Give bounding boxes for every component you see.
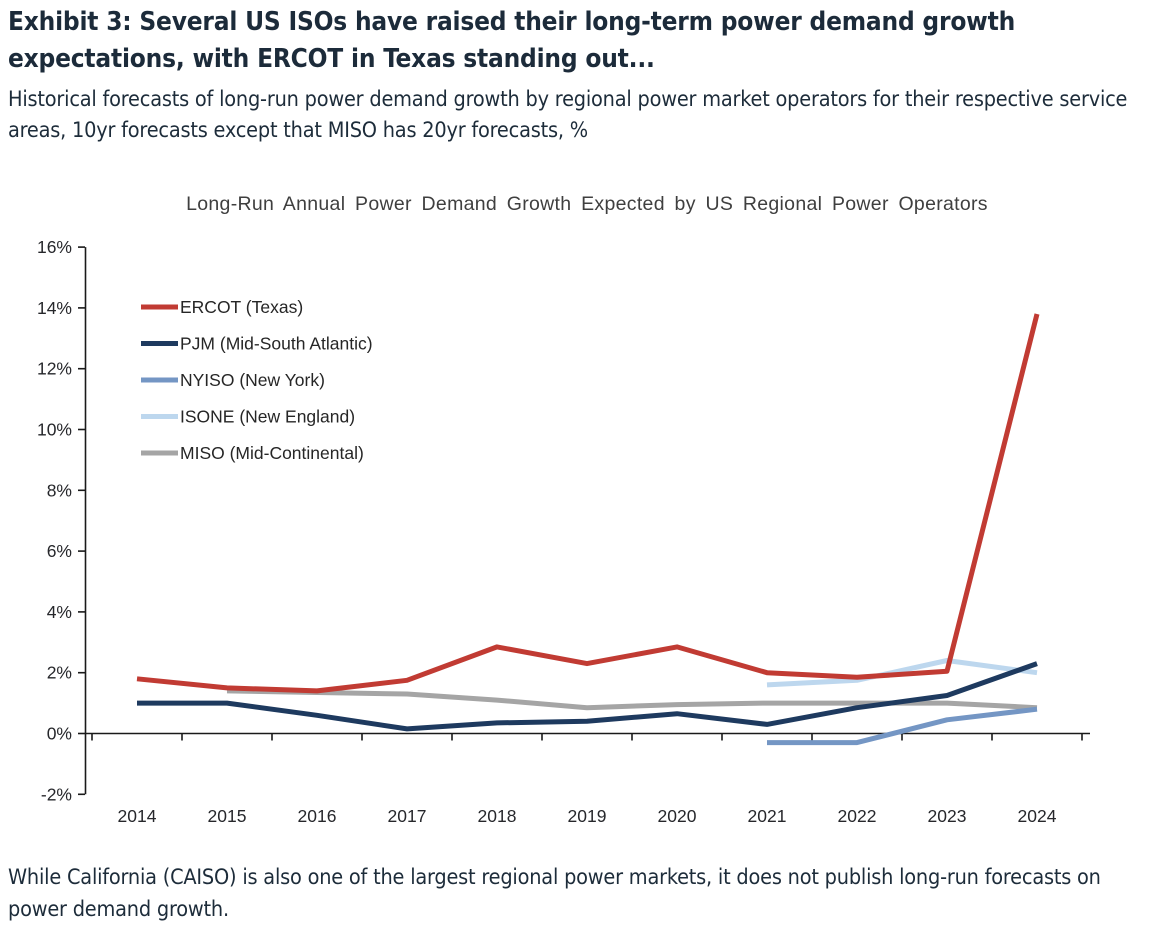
exhibit-description: Historical forecasts of long-run power d… <box>8 86 1128 143</box>
y-tick-label: 2% <box>47 663 72 683</box>
power-demand-growth-line-chart: Long-Run Annual Power Demand Growth Expe… <box>37 193 1090 826</box>
legend-label-miso: MISO (Mid-Continental) <box>180 443 364 463</box>
chart-footnote: While California (CAISO) is also one of … <box>8 865 1101 923</box>
y-tick-label: -2% <box>41 784 72 804</box>
legend-label-isone: ISONE (New England) <box>180 407 355 427</box>
y-tick-label: 14% <box>37 298 72 318</box>
legend-label-pjm: PJM (Mid-South Atlantic) <box>180 334 373 354</box>
series-line-ercot <box>136 313 1040 694</box>
x-tick-label: 2024 <box>1018 806 1057 826</box>
x-tick-label: 2016 <box>298 806 337 826</box>
x-tick-label: 2022 <box>838 806 877 826</box>
x-tick-label: 2018 <box>478 806 517 826</box>
y-tick-label: 10% <box>37 420 72 440</box>
x-tick-label: 2020 <box>658 806 697 826</box>
y-tick-label: 16% <box>37 237 72 257</box>
y-tick-label: 4% <box>47 602 72 622</box>
series-line-nyiso <box>767 706 1038 746</box>
y-tick-label: 8% <box>47 480 72 500</box>
legend-label-ercot: ERCOT (Texas) <box>180 297 303 317</box>
y-tick-label: 12% <box>37 359 72 379</box>
y-tick-label: 6% <box>47 541 72 561</box>
x-tick-label: 2021 <box>748 806 787 826</box>
series-line-pjm <box>137 661 1038 732</box>
x-tick-label: 2017 <box>388 806 427 826</box>
legend-label-nyiso: NYISO (New York) <box>180 370 325 390</box>
line-chart-container: Long-Run Annual Power Demand Growth Expe… <box>0 180 1152 852</box>
x-tick-label: 2015 <box>208 806 247 826</box>
y-tick-label: 0% <box>47 724 72 744</box>
x-tick-label: 2019 <box>568 806 607 826</box>
series-line-isone <box>766 658 1038 688</box>
exhibit-title: Exhibit 3: Several US ISOs have raised t… <box>8 7 1016 74</box>
exhibit-header: Exhibit 3: Several US ISOs have raised t… <box>8 4 1146 146</box>
x-tick-label: 2014 <box>118 806 157 826</box>
x-tick-label: 2023 <box>928 806 967 826</box>
chart-title: Long-Run Annual Power Demand Growth Expe… <box>186 193 988 215</box>
